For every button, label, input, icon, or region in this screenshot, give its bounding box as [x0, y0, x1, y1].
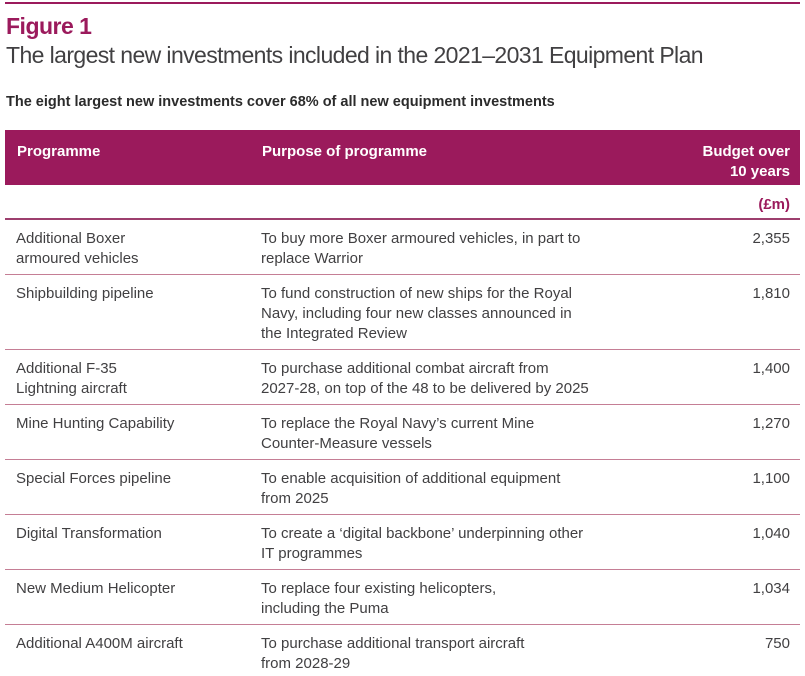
table-row: Special Forces pipeline To enable acquis…	[5, 460, 800, 516]
programme-cell: Additional A400M aircraft	[16, 635, 183, 653]
header-programme: Programme	[17, 143, 101, 161]
table-row: Additional Boxer armoured vehicles To bu…	[5, 220, 800, 276]
budget-cell: 1,400	[752, 360, 790, 378]
figure-note: The eight largest new investments cover …	[6, 93, 555, 110]
table-header-row: Programme Purpose of programme Budget ov…	[5, 130, 800, 186]
unit-label: (£m)	[758, 196, 790, 214]
budget-cell: 1,100	[752, 470, 790, 488]
figure-title: The largest new investments included in …	[6, 42, 704, 69]
purpose-cell: To replace four existing helicopters, in…	[261, 580, 497, 618]
programme-cell: Special Forces pipeline	[16, 470, 172, 488]
purpose-cell: To purchase additional transport aircraf…	[261, 635, 525, 673]
table-row: Shipbuilding pipeline To fund constructi…	[5, 275, 800, 351]
table-row: Additional A400M aircraft To purchase ad…	[5, 625, 800, 676]
purpose-cell: To replace the Royal Navy’s current Mine…	[261, 415, 535, 453]
table-row: Digital Transformation To create a ‘digi…	[5, 515, 800, 571]
purpose-cell: To enable acquisition of additional equi…	[261, 470, 561, 508]
purpose-cell: To create a ‘digital backbone’ underpinn…	[261, 525, 584, 563]
table-row: New Medium Helicopter To replace four ex…	[5, 570, 800, 626]
budget-cell: 1,034	[752, 580, 790, 598]
programme-cell: New Medium Helicopter	[16, 580, 176, 598]
table-row: Mine Hunting Capability To replace the R…	[5, 405, 800, 461]
figure-label: Figure 1	[6, 13, 92, 39]
programme-cell: Digital Transformation	[16, 525, 162, 543]
purpose-cell: To buy more Boxer armoured vehicles, in …	[261, 230, 581, 268]
budget-cell: 1,810	[752, 285, 790, 303]
header-purpose: Purpose of programme	[262, 143, 428, 161]
purpose-cell: To fund construction of new ships for th…	[261, 285, 573, 343]
table-row: Additional F-35 Lightning aircraft To pu…	[5, 350, 800, 406]
budget-cell: 750	[764, 635, 790, 653]
programme-cell: Mine Hunting Capability	[16, 415, 175, 433]
programme-cell: Additional F-35 Lightning aircraft	[16, 360, 127, 398]
top-rule	[5, 2, 800, 4]
investments-table: Programme Purpose of programme Budget ov…	[5, 130, 800, 676]
budget-cell: 1,270	[752, 415, 790, 433]
header-budget: Budget over 10 years	[702, 143, 790, 181]
budget-cell: 1,040	[752, 525, 790, 543]
purpose-cell: To purchase additional combat aircraft f…	[261, 360, 589, 398]
programme-cell: Shipbuilding pipeline	[16, 285, 154, 303]
unit-row: (£m)	[5, 185, 800, 221]
budget-cell: 2,355	[752, 230, 790, 248]
programme-cell: Additional Boxer armoured vehicles	[16, 230, 139, 268]
